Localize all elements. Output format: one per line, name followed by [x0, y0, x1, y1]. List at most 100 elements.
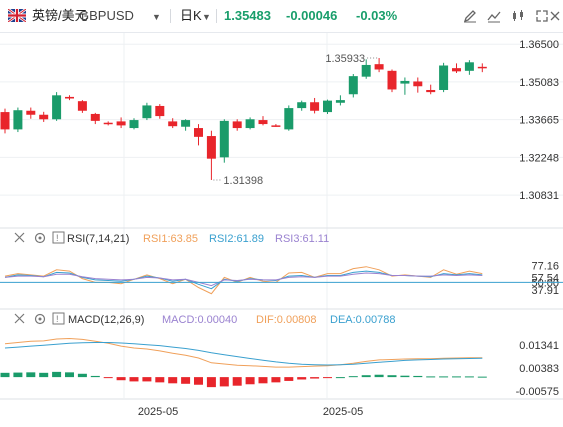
macd-bar	[323, 377, 332, 379]
macd-bar	[168, 377, 178, 384]
macd-axis: 0.01341 0.00383 -0.00575	[516, 340, 559, 398]
time-axis: 2025-05 2025-05	[0, 398, 563, 418]
divider	[170, 9, 171, 23]
candle-body	[413, 81, 423, 87]
macd-bar	[39, 372, 49, 378]
macd-value: MACD:0.00040	[162, 314, 237, 326]
macd-bar	[116, 377, 126, 381]
chevron-down-icon[interactable]: ▼	[202, 12, 211, 22]
chevron-down-icon[interactable]: ▼	[152, 12, 161, 22]
price-tick-label: 1.32248	[519, 152, 559, 164]
candle-settings-icon	[513, 10, 523, 21]
last-price: 1.35483	[224, 8, 271, 23]
macd-bar	[194, 377, 203, 385]
grid	[0, 33, 563, 398]
candle-body	[26, 110, 36, 115]
indicator-button[interactable]	[484, 6, 504, 26]
dif-value: DIF:0.00808	[256, 314, 317, 326]
macd-bar	[258, 377, 268, 384]
indicator-icon	[487, 11, 501, 23]
macd-bar	[400, 375, 410, 378]
macd-bar	[155, 377, 165, 383]
candle-body	[13, 110, 23, 130]
macd-bar	[245, 377, 255, 385]
chart-area[interactable]: 1.36500 1.35083 1.33665 1.32248 1.30831 1.35…	[0, 33, 563, 427]
candle-body	[426, 89, 436, 93]
chart-header: 英镑/美元 GBPUSD ▼ 日K ▼ 1.35483 -0.00046 -0.…	[0, 0, 563, 33]
fullscreen-icon	[536, 10, 548, 22]
close-icon[interactable]	[14, 313, 25, 324]
candle-body	[335, 100, 345, 103]
symbol-name[interactable]: 英镑/美元	[32, 8, 88, 23]
macd-bar	[310, 377, 320, 379]
close-icon[interactable]	[14, 232, 25, 243]
price-change: -0.00046	[286, 8, 338, 23]
rsi-line-3	[4, 272, 483, 287]
macd-bar	[361, 375, 371, 378]
low-price-annotation: 1.31398	[223, 175, 263, 187]
gear-icon[interactable]	[34, 313, 46, 325]
rsi-tick-label: 50.00	[531, 277, 559, 289]
close-button[interactable]	[548, 6, 562, 26]
macd-lines	[4, 337, 483, 368]
macd-bar	[219, 377, 229, 387]
gear-icon[interactable]	[34, 232, 46, 244]
pencil-icon	[463, 10, 476, 23]
candle-body	[155, 105, 165, 117]
macd-bar	[477, 376, 487, 378]
rsi-tick-label: 57.54	[531, 273, 559, 285]
macd-bar	[181, 377, 191, 384]
price-tick-label: 1.35083	[519, 77, 559, 89]
candle-body	[361, 64, 371, 77]
macd-label: MACD(12,26,9)	[68, 314, 144, 326]
candle-body	[439, 65, 449, 90]
info-icon[interactable]: !	[52, 312, 65, 325]
price-change-percent: -0.03%	[356, 8, 398, 23]
dea-line	[4, 342, 483, 366]
candle-body	[142, 105, 152, 119]
macd-bar	[387, 375, 397, 378]
candle-body	[168, 121, 178, 127]
candle-body	[65, 96, 74, 99]
macd-bar	[464, 376, 474, 378]
macd-bar	[90, 375, 100, 378]
macd-tick-label: 0.01341	[519, 340, 559, 352]
draw-tool-button[interactable]	[460, 6, 480, 26]
candle-body	[297, 102, 307, 109]
price-axis: 1.36500 1.35083 1.33665 1.32248 1.30831	[519, 39, 559, 202]
macd-bar	[26, 372, 36, 378]
macd-bar	[13, 372, 23, 378]
info-icon[interactable]: !	[52, 231, 65, 244]
symbol-code[interactable]: GBPUSD	[79, 8, 134, 23]
candle-body	[77, 101, 87, 111]
fullscreen-button[interactable]	[532, 6, 552, 26]
macd-tick-label: -0.00575	[516, 386, 559, 398]
macd-bar	[206, 377, 216, 388]
macd-bar	[284, 377, 294, 381]
candle-settings-button[interactable]	[508, 6, 528, 26]
candle-body	[464, 62, 474, 71]
candle-body	[90, 113, 100, 121]
macd-bar	[232, 377, 242, 386]
rsi1-value: RSI1:63.85	[143, 233, 198, 245]
candle-body	[245, 119, 255, 129]
macd-tick-label: 0.00383	[519, 363, 559, 375]
macd-bar	[426, 376, 436, 378]
candle-body	[284, 108, 294, 130]
candle-body	[39, 114, 49, 120]
price-tick-label: 1.33665	[519, 115, 559, 127]
high-price-annotation: 1.35933	[325, 53, 365, 65]
macd-bar	[439, 376, 449, 378]
macd-header: ! MACD(12,26,9) MACD:0.00040 DIF:0.00808…	[14, 312, 395, 326]
price-tick-label: 1.36500	[519, 39, 559, 51]
macd-bar	[65, 372, 74, 378]
period-selector[interactable]: 日K	[180, 8, 202, 23]
macd-bar	[348, 376, 358, 378]
macd-bar	[413, 375, 423, 378]
candle-body	[116, 121, 126, 126]
svg-text:!: !	[56, 314, 59, 324]
uk-flag-icon	[8, 9, 26, 22]
candle-body	[181, 120, 191, 127]
rsi2-value: RSI2:61.89	[209, 233, 264, 245]
